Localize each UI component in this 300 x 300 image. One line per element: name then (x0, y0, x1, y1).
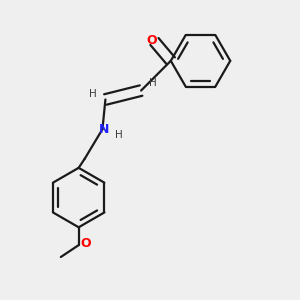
Text: H: H (149, 78, 157, 88)
Text: O: O (146, 34, 157, 46)
Text: H: H (115, 130, 123, 140)
Text: O: O (81, 237, 92, 250)
Text: H: H (89, 89, 97, 99)
Text: N: N (99, 123, 109, 136)
